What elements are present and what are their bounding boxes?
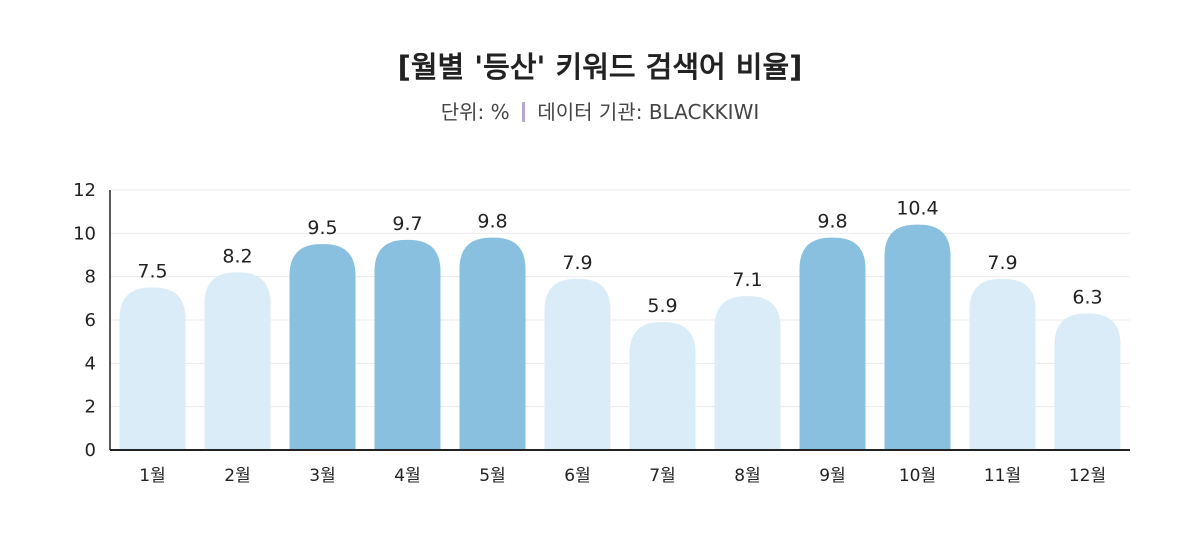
x-tick-label: 1월	[139, 466, 165, 486]
x-tick-label: 8월	[734, 466, 760, 486]
data-label: 7.9	[987, 252, 1017, 274]
y-tick-label: 10	[73, 223, 96, 244]
data-label: 9.8	[477, 211, 507, 233]
bar-7	[629, 322, 696, 450]
bar-11	[969, 278, 1036, 450]
data-label: 7.1	[732, 269, 762, 291]
bar-4	[374, 239, 441, 450]
chart-subtitle: 단위: % 데이터 기관: BLACKKIWI	[0, 96, 1200, 125]
source-label: 데이터 기관: BLACKKIWI	[537, 100, 760, 124]
data-label: 9.8	[817, 211, 847, 233]
bar-6	[544, 278, 611, 450]
y-tick-label: 0	[85, 440, 96, 461]
x-tick-label: 12월	[1069, 466, 1106, 486]
x-tick-label: 2월	[224, 466, 250, 486]
x-tick-label: 6월	[564, 466, 590, 486]
data-label: 10.4	[896, 198, 938, 220]
data-label: 7.5	[137, 261, 167, 283]
y-tick-label: 2	[85, 397, 96, 418]
bar-12	[1054, 313, 1121, 450]
bar-3	[289, 244, 356, 450]
x-tick-label: 9월	[819, 466, 845, 486]
data-label: 8.2	[222, 245, 252, 267]
bar-9	[799, 237, 866, 450]
data-label: 7.9	[562, 252, 592, 274]
y-tick-label: 4	[85, 353, 96, 374]
x-tick-label: 3월	[309, 466, 335, 486]
y-tick-label: 6	[85, 310, 96, 331]
unit-label: 단위: %	[440, 100, 510, 124]
bar-8	[714, 296, 781, 450]
x-tick-label: 10월	[899, 466, 936, 486]
chart-title: [월별 '등산' 키워드 검색어 비율]	[397, 50, 803, 84]
data-label: 6.3	[1072, 287, 1102, 309]
bar-5	[459, 237, 526, 450]
bar-1	[119, 287, 186, 450]
data-label: 9.5	[307, 217, 337, 239]
bar-2	[204, 272, 271, 450]
y-tick-label: 12	[73, 180, 96, 201]
y-tick-label: 8	[85, 267, 96, 288]
x-tick-label: 4월	[394, 466, 420, 486]
x-tick-label: 7월	[649, 466, 675, 486]
subtitle-separator	[522, 102, 526, 122]
bar-10	[884, 224, 951, 450]
data-label: 9.7	[392, 213, 422, 235]
x-tick-label: 11월	[984, 466, 1021, 486]
data-label: 5.9	[647, 295, 677, 317]
x-tick-label: 5월	[479, 466, 505, 486]
